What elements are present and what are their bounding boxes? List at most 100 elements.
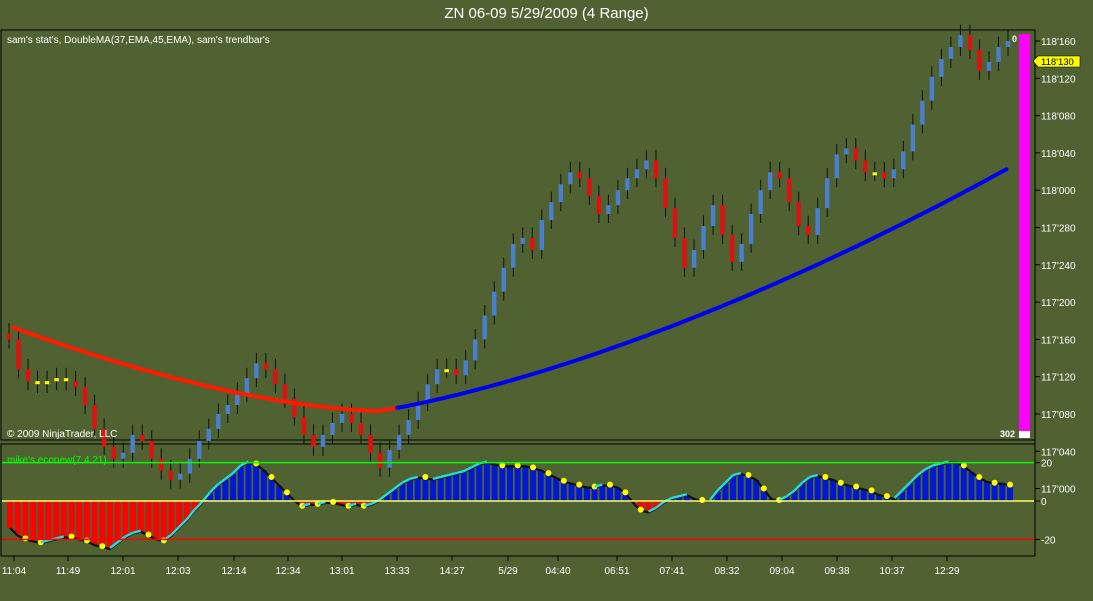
osc-falling-dot	[283, 489, 290, 496]
osc-hist-bar	[307, 501, 313, 505]
osc-hist-bar	[160, 501, 167, 542]
osc-hist-bar	[591, 487, 598, 501]
osc-rising-segment	[178, 518, 188, 528]
price-bar	[777, 172, 782, 179]
osc-hist-bar	[145, 501, 152, 536]
osc-falling-dot	[530, 464, 537, 471]
price-bar	[767, 172, 773, 191]
price-bar	[235, 393, 240, 406]
osc-hist-bar	[114, 501, 121, 544]
osc-rising-segment	[786, 489, 796, 498]
price-bar	[216, 414, 221, 429]
osc-rising-segment	[463, 466, 473, 473]
x-tick-label: 12:01	[110, 566, 135, 577]
osc-rising-segment	[378, 493, 388, 501]
price-bar	[672, 208, 678, 238]
osc-hist-bar	[60, 501, 67, 538]
osc-rising-segment	[901, 481, 911, 492]
price-bar	[844, 148, 849, 155]
price-bar	[168, 470, 173, 480]
osc-rising-segment	[302, 502, 311, 507]
osc-hist-bar	[214, 485, 221, 501]
price-bar	[368, 434, 373, 453]
price-bar	[825, 178, 830, 209]
x-tick-label: 12:14	[221, 566, 246, 577]
price-bar	[948, 46, 954, 59]
osc-hist-bar	[337, 501, 344, 505]
price-bar	[330, 422, 335, 435]
osc-hist-bar	[353, 501, 360, 505]
price-bar	[301, 416, 307, 435]
price-bar	[178, 473, 183, 480]
osc-rising-segment	[440, 473, 449, 479]
y-tick-label: 117'080	[1041, 410, 1076, 421]
osc-falling-dot	[99, 543, 106, 550]
osc-rising-segment	[809, 473, 818, 479]
osc-hist-bar	[53, 501, 60, 540]
price-bar	[710, 205, 716, 227]
osc-hist-bar	[553, 477, 560, 501]
price-bar	[701, 226, 706, 250]
price-bar	[901, 151, 906, 170]
top-marker: 0	[1012, 34, 1017, 44]
price-bar	[615, 190, 621, 206]
price-bar	[882, 172, 887, 179]
osc-hist-bar	[445, 476, 452, 501]
price-bar	[120, 452, 126, 459]
osc-hist-bar	[637, 501, 644, 511]
osc-hist-bar	[730, 476, 736, 501]
osc-hist-bar	[868, 491, 875, 501]
osc-hist-bar	[468, 468, 475, 501]
bottom-marker: 302	[1000, 429, 1015, 439]
price-bar	[187, 458, 192, 474]
price-bar	[492, 291, 497, 316]
osc-hist-bar	[822, 477, 829, 501]
osc-hist-bar	[737, 474, 744, 501]
osc-hist-bar	[437, 477, 444, 501]
price-bar	[25, 369, 31, 382]
osc-hist-bar	[745, 476, 752, 501]
osc-rising-segment	[216, 477, 227, 486]
osc-hist-bar	[414, 477, 421, 501]
price-bar	[35, 381, 40, 385]
x-tick-label: 11:49	[56, 566, 81, 577]
price-bar	[159, 458, 164, 471]
price-bar	[986, 61, 992, 71]
price-bar	[206, 428, 211, 441]
osc-hist-bar	[207, 493, 213, 501]
osc-hist-bar	[422, 477, 429, 501]
price-bar	[587, 178, 592, 197]
osc-rising-segment	[655, 500, 665, 509]
x-tick-label: 5/29	[498, 566, 518, 577]
osc-rising-segment	[909, 474, 919, 484]
osc-falling-dot	[607, 481, 613, 488]
osc-hist-bar	[876, 495, 883, 501]
osc-hist-bar	[230, 474, 236, 501]
time-axis: 11:04 11:49 12:01 12:03 12:14 12:34 13:01 13:33…	[1, 555, 1035, 577]
osc-falling-dot	[68, 533, 75, 540]
last-price-tag-bg	[1032, 55, 1081, 68]
volume-bar	[1019, 34, 1030, 431]
osc-hist-bar	[107, 501, 113, 549]
price-bar	[520, 237, 525, 244]
osc-hist-bar	[137, 501, 144, 532]
osc-rising-segment	[924, 464, 934, 471]
osc-hist-bar	[968, 472, 975, 501]
osc-rising-segment	[671, 494, 680, 500]
osc-hist-bar	[960, 466, 967, 501]
price-bar	[149, 440, 154, 459]
oscillator-histogram	[7, 460, 1013, 551]
price-bar	[434, 369, 440, 385]
osc-falling-dot	[1007, 481, 1013, 488]
price-bar	[958, 35, 963, 47]
osc-hist-bar	[999, 483, 1006, 501]
osc-hist-bar	[153, 501, 160, 540]
osc-hist-bar	[984, 481, 990, 501]
osc-hist-bar	[284, 493, 290, 501]
price-bar	[101, 428, 107, 447]
price-bar	[996, 46, 1001, 62]
osc-rising-segment	[793, 481, 804, 492]
osc-hist-bar	[7, 501, 13, 528]
price-bar	[244, 378, 250, 394]
